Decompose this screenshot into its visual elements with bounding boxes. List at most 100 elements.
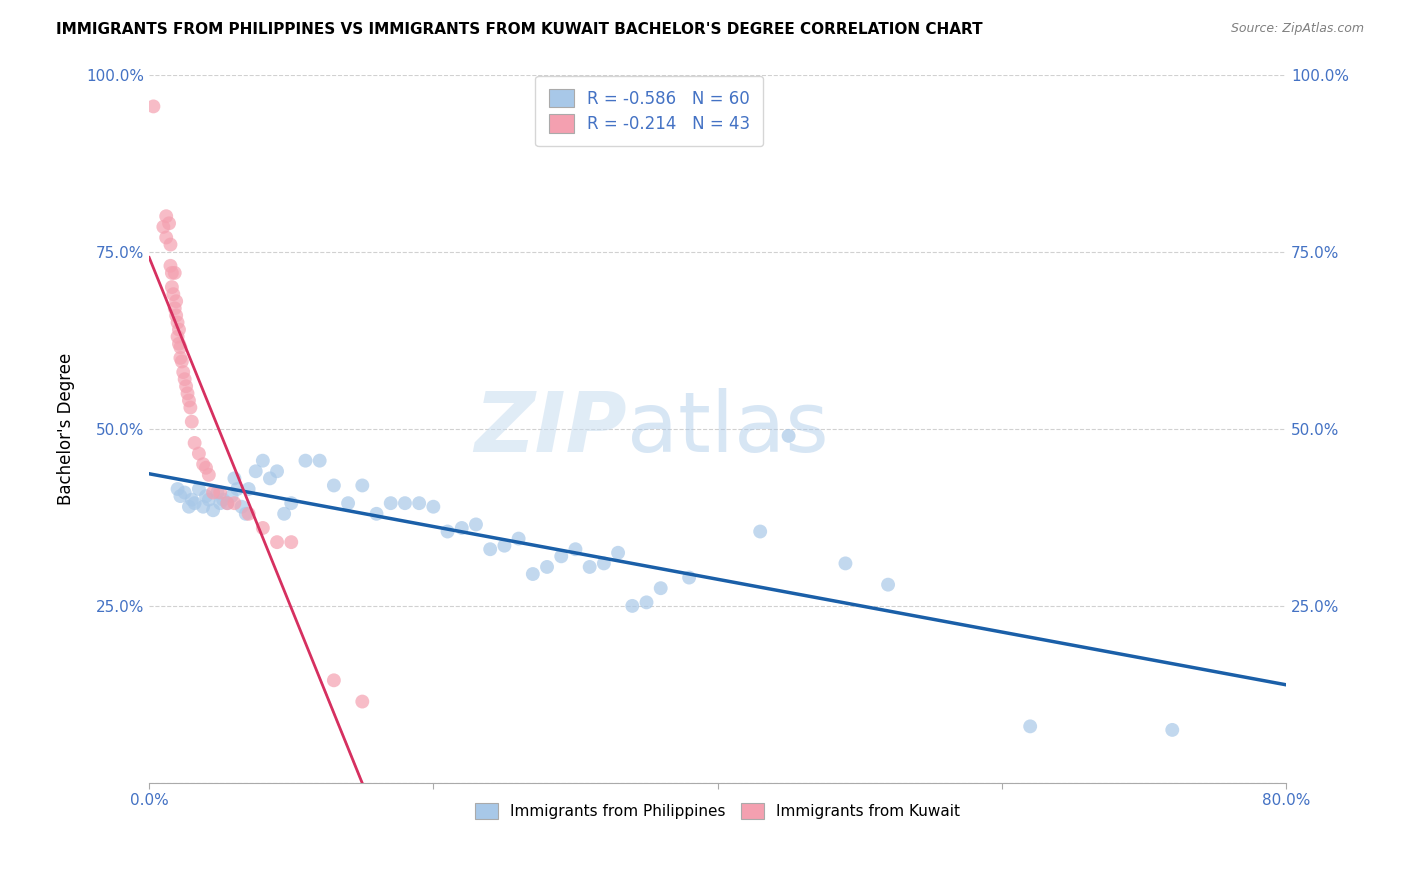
Point: [337, 496, 360, 510]
Point: [166, 329, 188, 343]
Point: [183, 496, 205, 510]
Point: [578, 560, 600, 574]
Point: [408, 496, 430, 510]
Point: [494, 539, 516, 553]
Point: [191, 500, 214, 514]
Point: [167, 336, 190, 351]
Point: [450, 521, 472, 535]
Y-axis label: Bachelor's Degree: Bachelor's Degree: [58, 352, 75, 505]
Point: [163, 266, 186, 280]
Point: [308, 453, 330, 467]
Point: [266, 535, 288, 549]
Point: [778, 429, 800, 443]
Point: [195, 460, 218, 475]
Point: [224, 471, 246, 485]
Point: [202, 503, 225, 517]
Point: [522, 567, 544, 582]
Point: [380, 496, 402, 510]
Point: [536, 560, 558, 574]
Point: [187, 482, 209, 496]
Point: [183, 436, 205, 450]
Point: [636, 595, 658, 609]
Point: [294, 453, 316, 467]
Point: [650, 581, 672, 595]
Point: [165, 309, 187, 323]
Point: [202, 485, 225, 500]
Point: [187, 446, 209, 460]
Point: [207, 485, 229, 500]
Point: [877, 577, 900, 591]
Point: [166, 316, 188, 330]
Point: [394, 496, 416, 510]
Point: [152, 219, 174, 234]
Point: [352, 695, 374, 709]
Point: [226, 482, 249, 496]
Point: [157, 216, 180, 230]
Point: [212, 492, 235, 507]
Point: [252, 453, 274, 467]
Point: [280, 496, 302, 510]
Point: [224, 496, 246, 510]
Point: [160, 280, 183, 294]
Point: [322, 478, 344, 492]
Text: Source: ZipAtlas.com: Source: ZipAtlas.com: [1230, 22, 1364, 36]
Point: [217, 496, 239, 510]
Point: [564, 542, 586, 557]
Point: [352, 478, 374, 492]
Point: [167, 322, 190, 336]
Point: [180, 415, 202, 429]
Point: [322, 673, 344, 688]
Legend: Immigrants from Philippines, Immigrants from Kuwait: Immigrants from Philippines, Immigrants …: [470, 797, 966, 825]
Point: [180, 492, 202, 507]
Point: [508, 532, 530, 546]
Point: [1019, 719, 1042, 733]
Point: [162, 287, 184, 301]
Point: [172, 365, 194, 379]
Point: [550, 549, 572, 564]
Point: [366, 507, 388, 521]
Point: [198, 467, 221, 482]
Point: [155, 230, 177, 244]
Point: [834, 557, 856, 571]
Point: [142, 99, 165, 113]
Point: [177, 393, 200, 408]
Point: [169, 340, 191, 354]
Point: [217, 496, 239, 510]
Point: [235, 507, 257, 521]
Text: atlas: atlas: [627, 388, 828, 469]
Point: [174, 379, 197, 393]
Point: [209, 485, 232, 500]
Point: [166, 482, 188, 496]
Point: [479, 542, 502, 557]
Point: [273, 507, 295, 521]
Point: [173, 372, 195, 386]
Point: [231, 500, 253, 514]
Point: [436, 524, 458, 539]
Point: [176, 386, 198, 401]
Point: [209, 496, 232, 510]
Point: [259, 471, 281, 485]
Point: [607, 546, 630, 560]
Point: [155, 209, 177, 223]
Point: [678, 570, 700, 584]
Point: [465, 517, 488, 532]
Point: [170, 354, 193, 368]
Point: [163, 301, 186, 316]
Point: [280, 535, 302, 549]
Point: [173, 485, 195, 500]
Point: [252, 521, 274, 535]
Point: [592, 557, 614, 571]
Point: [179, 401, 201, 415]
Point: [165, 294, 187, 309]
Point: [195, 489, 218, 503]
Point: [177, 500, 200, 514]
Point: [422, 500, 444, 514]
Point: [266, 464, 288, 478]
Point: [221, 489, 243, 503]
Point: [160, 266, 183, 280]
Point: [198, 492, 221, 507]
Point: [238, 507, 260, 521]
Text: IMMIGRANTS FROM PHILIPPINES VS IMMIGRANTS FROM KUWAIT BACHELOR'S DEGREE CORRELAT: IMMIGRANTS FROM PHILIPPINES VS IMMIGRANT…: [56, 22, 983, 37]
Point: [169, 351, 191, 365]
Point: [159, 259, 181, 273]
